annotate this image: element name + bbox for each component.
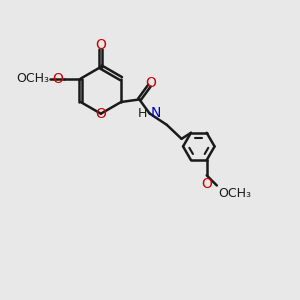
Text: O: O: [95, 107, 106, 121]
Text: O: O: [52, 72, 63, 86]
Text: N: N: [151, 106, 161, 120]
Text: H: H: [138, 107, 147, 120]
Text: OCH₃: OCH₃: [218, 187, 251, 200]
Text: OCH₃: OCH₃: [16, 72, 49, 85]
Text: O: O: [95, 38, 106, 52]
Text: O: O: [146, 76, 156, 90]
Text: O: O: [201, 177, 212, 190]
